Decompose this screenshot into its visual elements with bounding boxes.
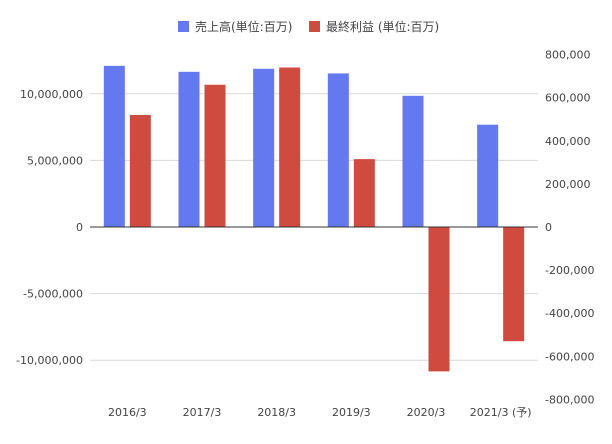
right-axis-tick-label: -600,000 [545,350,594,363]
x-axis-tick-label: 2016/3 [108,406,147,419]
legend: 売上高(単位:百万) 最終利益 (単位:百万) [178,19,439,34]
left-axis-tick-label: -5,000,000 [23,288,83,301]
x-axis-tick-label: 2017/3 [183,406,222,419]
bar-net-income [428,227,450,372]
bar-sales [477,124,499,227]
bar-net-income [353,159,375,227]
legend-label: 売上高(単位:百万) [195,19,292,34]
right-axis-tick-label: -400,000 [545,307,594,320]
left-axis-tick-label: -10,000,000 [16,354,83,367]
left-axis-tick-label: 5,000,000 [27,154,83,167]
legend-label: 最終利益 (単位:百万) [326,19,439,34]
bar-net-income [204,84,226,228]
x-axis-tick-label: 2018/3 [257,406,296,419]
right-axis-tick-label: 200,000 [545,178,591,191]
legend-swatch [178,21,189,32]
gridlines [90,93,538,361]
right-axis-tick-label: 0 [545,221,552,234]
right-axis-tick-label: 400,000 [545,135,591,148]
bar-net-income [279,67,301,227]
right-axis-tick-label: -200,000 [545,264,594,277]
bar-sales [327,73,349,227]
bar-sales [402,95,424,227]
bars [103,65,525,372]
left-axis-tick-label: 0 [76,221,83,234]
bar-net-income [503,227,525,342]
right-axis-tick-label: -800,000 [545,393,594,406]
right-axis-tick-label: 800,000 [545,49,591,62]
axes: 10,000,000 5,000,000 0 -5,000,000 -10,000,00… [16,49,594,419]
x-axis-tick-label: 2021/3 (予) [470,406,532,419]
bar-sales [253,68,275,228]
bar-sales [178,71,200,228]
legend-swatch [309,21,320,32]
x-axis-tick-label: 2020/3 [407,406,446,419]
x-axis-tick-label: 2019/3 [332,406,371,419]
left-axis-tick-label: 10,000,000 [20,88,83,101]
right-axis-tick-label: 600,000 [545,92,591,105]
bar-sales [103,65,125,227]
bar-net-income [129,114,151,227]
